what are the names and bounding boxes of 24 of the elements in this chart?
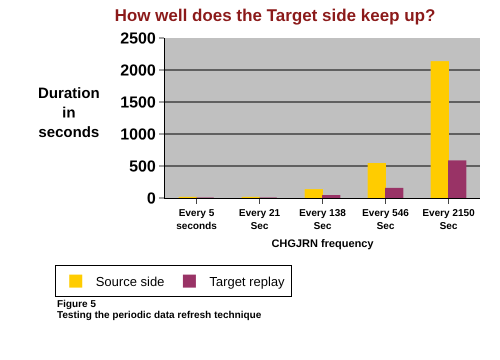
bar <box>448 160 466 198</box>
caption: Figure 5 <box>57 299 96 310</box>
bar <box>368 162 386 198</box>
y-axis-title: Duration in seconds <box>38 85 100 141</box>
chart-title: How well does the Target side keep up? <box>114 6 436 25</box>
x-tick-label: Every 2150 Sec <box>422 208 476 232</box>
bar <box>304 189 323 198</box>
x-tick-label: Every 546 Sec <box>362 208 410 232</box>
x-tick-label: Every 5 seconds <box>176 208 218 232</box>
y-tick-label: 1000 <box>120 126 156 144</box>
y-tick-label: 2000 <box>120 62 156 80</box>
x-axis-title: CHGJRN frequency <box>271 238 374 250</box>
x-tick-label: Every 138 Sec <box>299 208 346 232</box>
legend-label: Target replay <box>209 274 286 290</box>
y-tick-label: 2500 <box>120 30 156 48</box>
bar <box>430 61 449 198</box>
text: Testing the periodic data refresh technique <box>57 310 262 321</box>
y-tick-label: 1500 <box>120 94 156 112</box>
y-tick-label: 0 <box>146 190 156 208</box>
legend-label: Source side <box>96 274 164 290</box>
y-tick-label: 500 <box>129 158 156 176</box>
bar <box>385 188 404 198</box>
x-tick-label: Every 21 Sec <box>238 208 281 232</box>
bar <box>322 194 340 198</box>
